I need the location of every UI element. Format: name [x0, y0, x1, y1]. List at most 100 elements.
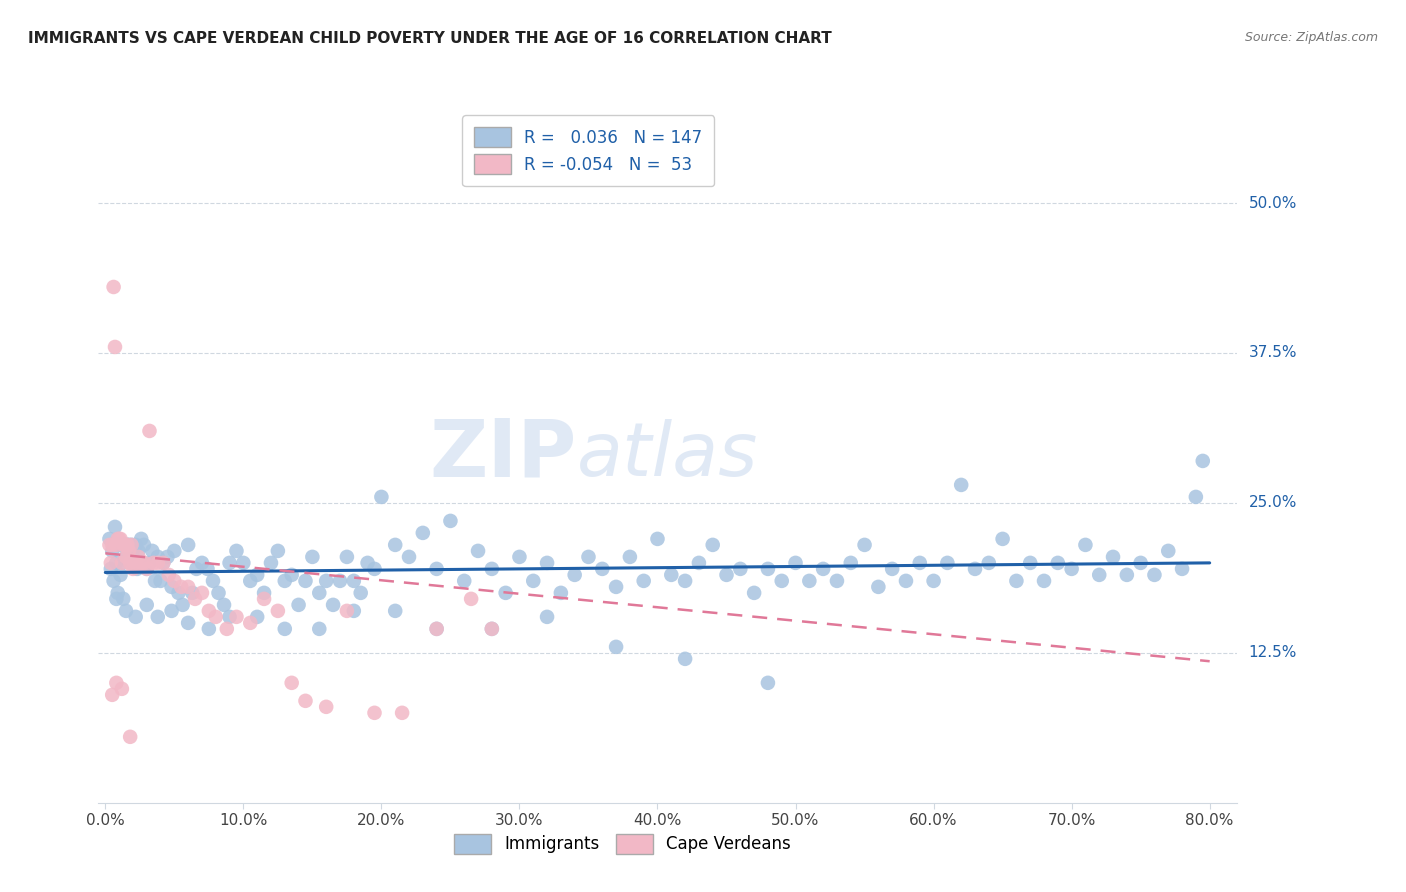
Point	[98, 538, 121, 552]
Point	[391, 706, 413, 720]
Point	[1088, 567, 1111, 582]
Point	[453, 574, 475, 588]
Point	[481, 622, 503, 636]
Point	[225, 610, 247, 624]
Point	[101, 544, 124, 558]
Point	[280, 567, 302, 582]
Point	[274, 574, 297, 588]
Point	[212, 598, 235, 612]
Point	[225, 544, 247, 558]
Text: Source: ZipAtlas.com: Source: ZipAtlas.com	[1244, 31, 1378, 45]
Point	[1046, 556, 1069, 570]
Point	[591, 562, 613, 576]
Point	[426, 562, 449, 576]
Point	[287, 598, 309, 612]
Point	[122, 544, 145, 558]
Point	[274, 622, 297, 636]
Point	[315, 699, 337, 714]
Point	[894, 574, 917, 588]
Point	[1185, 490, 1208, 504]
Point	[98, 532, 121, 546]
Point	[495, 586, 517, 600]
Point	[138, 556, 160, 570]
Point	[460, 591, 482, 606]
Point	[756, 676, 779, 690]
Point	[107, 586, 129, 600]
Point	[253, 591, 276, 606]
Point	[578, 549, 600, 564]
Point	[619, 549, 641, 564]
Point	[673, 652, 696, 666]
Point	[122, 562, 145, 576]
Point	[315, 574, 337, 588]
Point	[115, 549, 138, 564]
Point	[103, 280, 125, 294]
Point	[121, 538, 143, 552]
Point	[811, 562, 834, 576]
Point	[267, 544, 290, 558]
Point	[156, 549, 179, 564]
Point	[481, 622, 503, 636]
Point	[112, 538, 135, 552]
Point	[170, 580, 193, 594]
Point	[111, 681, 134, 696]
Point	[125, 562, 148, 576]
Point	[101, 538, 124, 552]
Point	[301, 549, 323, 564]
Text: 25.0%: 25.0%	[1249, 495, 1296, 510]
Point	[100, 556, 122, 570]
Point	[127, 549, 149, 564]
Point	[363, 706, 385, 720]
Point	[253, 586, 276, 600]
Point	[426, 622, 449, 636]
Point	[239, 574, 262, 588]
Point	[853, 538, 876, 552]
Point	[132, 538, 155, 552]
Point	[356, 556, 378, 570]
Point	[105, 556, 128, 570]
Point	[103, 574, 125, 588]
Point	[117, 538, 139, 552]
Point	[138, 424, 160, 438]
Point	[120, 730, 142, 744]
Point	[1005, 574, 1028, 588]
Point	[101, 688, 124, 702]
Point	[963, 562, 986, 576]
Text: 12.5%: 12.5%	[1249, 645, 1296, 660]
Point	[181, 586, 204, 600]
Point	[384, 604, 406, 618]
Point	[128, 556, 150, 570]
Point	[114, 538, 136, 552]
Point	[204, 610, 226, 624]
Point	[177, 538, 200, 552]
Point	[308, 586, 330, 600]
Point	[160, 604, 183, 618]
Point	[120, 556, 142, 570]
Point	[167, 586, 190, 600]
Point	[191, 586, 214, 600]
Point	[564, 567, 586, 582]
Point	[936, 556, 959, 570]
Point	[232, 556, 254, 570]
Point	[197, 562, 219, 576]
Point	[363, 562, 385, 576]
Point	[246, 610, 269, 624]
Point	[1129, 556, 1152, 570]
Point	[191, 556, 214, 570]
Point	[239, 615, 262, 630]
Point	[336, 604, 359, 618]
Point	[129, 532, 152, 546]
Point	[1033, 574, 1056, 588]
Point	[343, 604, 366, 618]
Point	[280, 676, 302, 690]
Point	[825, 574, 848, 588]
Point	[146, 610, 169, 624]
Point	[742, 586, 765, 600]
Point	[508, 549, 530, 564]
Point	[184, 591, 207, 606]
Point	[633, 574, 655, 588]
Point	[950, 478, 973, 492]
Point	[198, 604, 221, 618]
Point	[370, 490, 392, 504]
Point	[177, 615, 200, 630]
